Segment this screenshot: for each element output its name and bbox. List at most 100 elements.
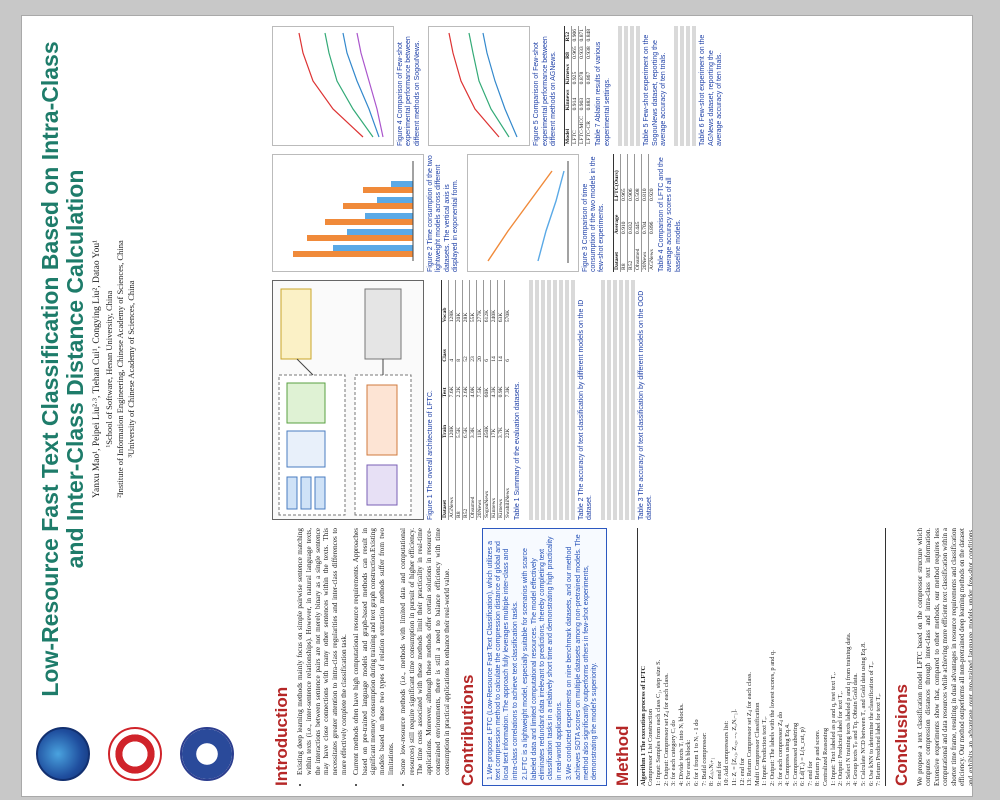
figure-column-2: Figure 2 Time consumption of the two lig… <box>272 154 689 272</box>
table-cell: 20 <box>476 324 484 364</box>
table-cell: 0.871 <box>578 26 586 44</box>
algorithm-line: 10: Add compressors list: <box>723 720 731 786</box>
table-cell: 0.878 <box>578 60 586 87</box>
table-cell: 450K <box>483 399 491 441</box>
column-header: Class <box>441 324 449 364</box>
table-cell: 0.925 <box>571 60 579 87</box>
table-cell: 7.5K <box>476 363 484 400</box>
conclusions-heading: Conclusions <box>891 683 911 786</box>
table-cell: 0.508 <box>634 154 642 204</box>
table-cell: 20News <box>476 440 484 520</box>
table-cell: 5.5K <box>455 399 463 441</box>
algorithm-line: 4: Group texts Tₚ and Tq. Obtain Gold da… <box>852 673 860 786</box>
column-header: Test <box>441 363 449 400</box>
table-cell: R52 <box>627 236 635 272</box>
table-row: R8 0.910 0.965 <box>620 154 628 272</box>
institute-logo <box>36 727 90 781</box>
table-row: LFTC 0.914 0.925 0.965 0.906 <box>571 26 579 146</box>
table-4-body: R8 0.910 0.965 R52 0.832 0.906 Ohsumed 0.445 0.5… <box>620 154 655 272</box>
table-cell: 7.6K <box>448 363 456 400</box>
logo-column <box>30 722 268 786</box>
table-cell: 0.933 <box>578 43 586 61</box>
poster: Low-Resource Fast Text Classification Ba… <box>22 16 972 796</box>
table-row: Ohsumed 3.3K 4.0K 23 55K <box>469 280 477 520</box>
text-column: Introduction Existing deep learning meth… <box>272 528 972 786</box>
algorithm-title: Algorithm 1 The execution process of LFT… <box>639 665 647 786</box>
introduction-list: Existing deep learning methods mainly fo… <box>296 528 452 786</box>
table-cell: 6 <box>504 324 512 364</box>
table-cell: 0.810 <box>641 154 649 204</box>
table-cell: 2.6K <box>462 363 470 400</box>
table-cell: 6 <box>483 324 491 364</box>
algorithm-box: Algorithm 1 The execution process of LFT… <box>636 528 886 786</box>
table-cell: 14 <box>490 324 498 364</box>
table-3-placeholder <box>600 280 635 520</box>
table-cell: Ohsumed <box>469 440 477 520</box>
affiliation-2: ²Institute of Information Engineering, C… <box>115 240 125 498</box>
table-cell: 0.896 <box>648 203 655 237</box>
table-cell: 0.906 <box>571 26 579 44</box>
column-header: Kirnews <box>564 60 572 87</box>
table-cell: 63K <box>497 280 505 325</box>
table-cell: 277K <box>476 280 484 325</box>
table-cell: LFTC-CR <box>585 112 593 146</box>
algorithm-line: Compressor List Construction <box>647 708 655 786</box>
figure-5-caption: Figure 5 Comparison of Few-shot experime… <box>533 36 558 146</box>
table-1: Dataset Train Test Class Vocab AGNews 120K 7.6… <box>441 280 512 520</box>
column-header: Train <box>441 399 449 441</box>
algorithm-line: 4: Divide texts Tᵢ into Nᵢ blocks. <box>677 703 685 786</box>
contribution-point: 1.We propose LFTC (Low-Resource Fast Tex… <box>486 541 519 780</box>
table-cell: 28K <box>462 280 470 325</box>
table-4: Dataset Average LFTC(Ours) R8 0.910 0.965 R52… <box>613 154 655 272</box>
contribution-point: 2.LFTC is a lightweight model, especiall… <box>522 536 563 780</box>
algorithm-line: 7: Return Predicted label for text Tₓ. <box>875 693 883 786</box>
title-block: Low-Resource Fast Text Classification Ba… <box>30 24 268 714</box>
algorithm-line: 2: Output: Compressor set Zᵢⱼ for each c… <box>662 673 670 786</box>
contribution-point: 3.We conducted experiments on nine bench… <box>566 534 599 780</box>
table-cell: 2.2K <box>455 363 463 400</box>
table-cell: 240K <box>490 280 498 325</box>
algorithm-line: 6: Use kNN to determine the classificati… <box>867 661 875 786</box>
table-cell: 0.704 <box>641 203 649 237</box>
university-logo <box>180 727 234 781</box>
figure-column-3: Figure 4 Comparison of Few-shot experime… <box>272 26 731 146</box>
contributions-heading: Contributions <box>457 674 477 786</box>
table-cell: AGNews <box>648 236 655 272</box>
figure-1-caption: Figure 1 The overall architecture of LFT… <box>427 390 434 520</box>
table-cell: 4 <box>448 324 456 364</box>
table-row: SogouNews 450K 60K 6 612K <box>483 280 491 520</box>
column-header: Average <box>613 203 621 237</box>
table-7: Model Kinnews Kirnews R8 R52 LFTC 0.914 0.925 0… <box>564 26 593 146</box>
algorithm-line: 2: Output: Predicted label for text Tₓ. <box>837 691 845 786</box>
algorithm-line: 8: Zᵢ₍ᵢ₎.Nᵢ₊₁ <box>708 757 716 786</box>
table-1-caption: Table 1 Summary of the evaluation datase… <box>514 381 522 520</box>
table-4-header: Dataset Average LFTC(Ours) <box>613 154 621 272</box>
table-cell: R8 <box>620 236 628 272</box>
column-header: R8 <box>564 43 572 61</box>
table-row: SwahiliNews 22K 7.3K 6 570K <box>504 280 512 520</box>
table-cell: 20K <box>455 280 463 325</box>
algorithm-line: 5: For each block: <box>685 739 693 786</box>
algorithm-line: 2: Output: The labels with the lowest sc… <box>768 650 776 786</box>
table-cell: 20News <box>641 236 649 272</box>
table-cell: 3.3K <box>469 399 477 441</box>
table-cell: 3.7K <box>497 399 505 441</box>
introduction-heading: Introduction <box>272 686 291 786</box>
table-row: LFTC-CR 0.883 0.867 0.938 0.848 <box>585 26 593 146</box>
column-header: Kinnews <box>564 86 572 113</box>
table-row: AGNews 120K 7.6K 4 128K <box>448 280 456 520</box>
intro-point: Some low-resource methods (i.e., methods… <box>399 528 452 775</box>
table-cell: SogouNews <box>483 440 491 520</box>
table-cell: 0.906 <box>627 154 635 204</box>
algorithm-line: 7: Build compressor: <box>700 732 708 786</box>
table-cell: R8 <box>455 440 463 520</box>
table-cell: 0.914 <box>571 86 579 113</box>
architecture-figure <box>272 280 424 520</box>
algorithm-line: 1: Input: Text labeled as p and q, test … <box>829 671 837 786</box>
table-cell: 6.5K <box>462 399 470 441</box>
table-cell: 0.832 <box>627 203 635 237</box>
author-list: Yanxu Mao¹, Peipei Liu²·³, Tiehan Cui¹, … <box>92 240 102 498</box>
table-cell: Ohsumed <box>634 236 642 272</box>
affiliation-3: ³University of Chinese Academy of Scienc… <box>126 280 136 458</box>
table-cell: 612K <box>483 280 491 325</box>
